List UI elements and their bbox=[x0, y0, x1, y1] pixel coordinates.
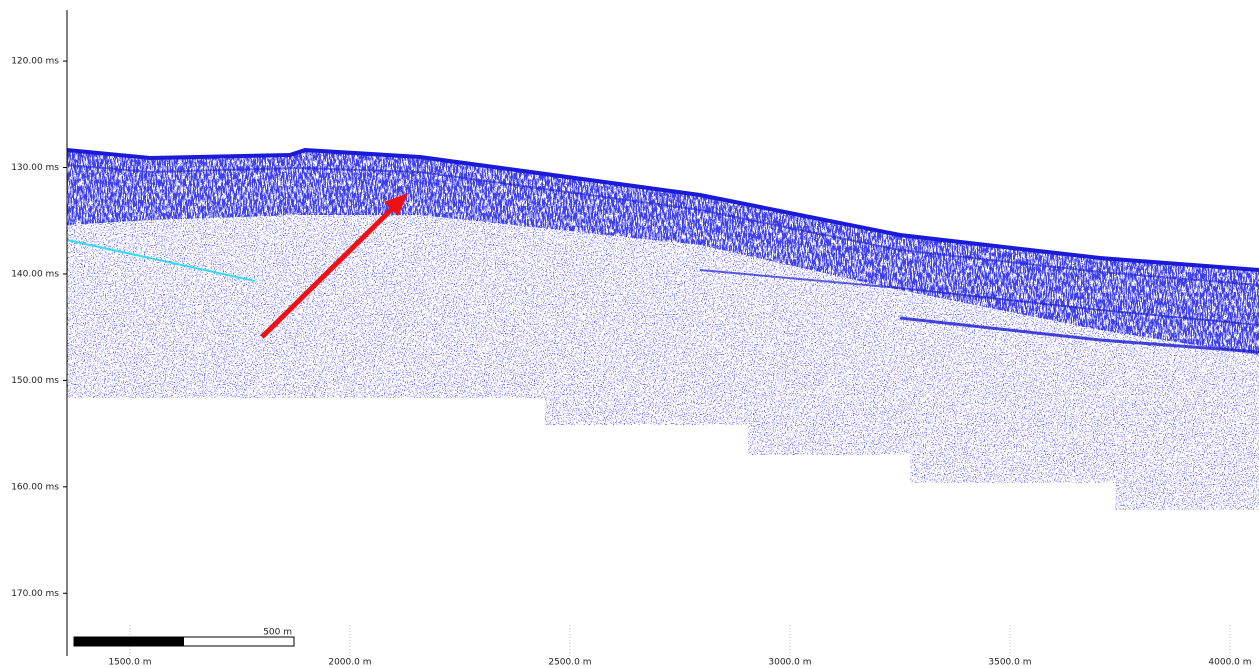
x-tick-label: 4000.0 m bbox=[1208, 658, 1251, 668]
scale-bar-label: 500 m bbox=[263, 628, 292, 638]
seismic-section bbox=[66, 147, 1259, 510]
x-tick-label: 3000.0 m bbox=[768, 658, 811, 668]
x-tick-label: 2500.0 m bbox=[548, 658, 591, 668]
y-tick-label: 140.00 ms bbox=[11, 269, 59, 279]
arrow-head bbox=[384, 193, 408, 216]
horizon bbox=[66, 239, 256, 282]
y-tick-label: 120.00 ms bbox=[11, 57, 59, 67]
y-tick-label: 170.00 ms bbox=[11, 589, 59, 599]
y-tick-label: 160.00 ms bbox=[11, 482, 59, 492]
reflector bbox=[699, 269, 1259, 326]
seabed bbox=[66, 147, 1259, 272]
y-tick-label: 150.00 ms bbox=[11, 376, 59, 386]
reflector bbox=[899, 316, 1259, 354]
x-tick-label: 1500.0 m bbox=[108, 658, 151, 668]
y-tick-label: 130.00 ms bbox=[11, 163, 59, 173]
scale-bar-fill bbox=[74, 637, 185, 646]
reflector bbox=[66, 164, 1259, 286]
x-tick-label: 3500.0 m bbox=[988, 658, 1031, 668]
x-tick-label: 2000.0 m bbox=[328, 658, 371, 668]
arrow bbox=[260, 203, 398, 339]
